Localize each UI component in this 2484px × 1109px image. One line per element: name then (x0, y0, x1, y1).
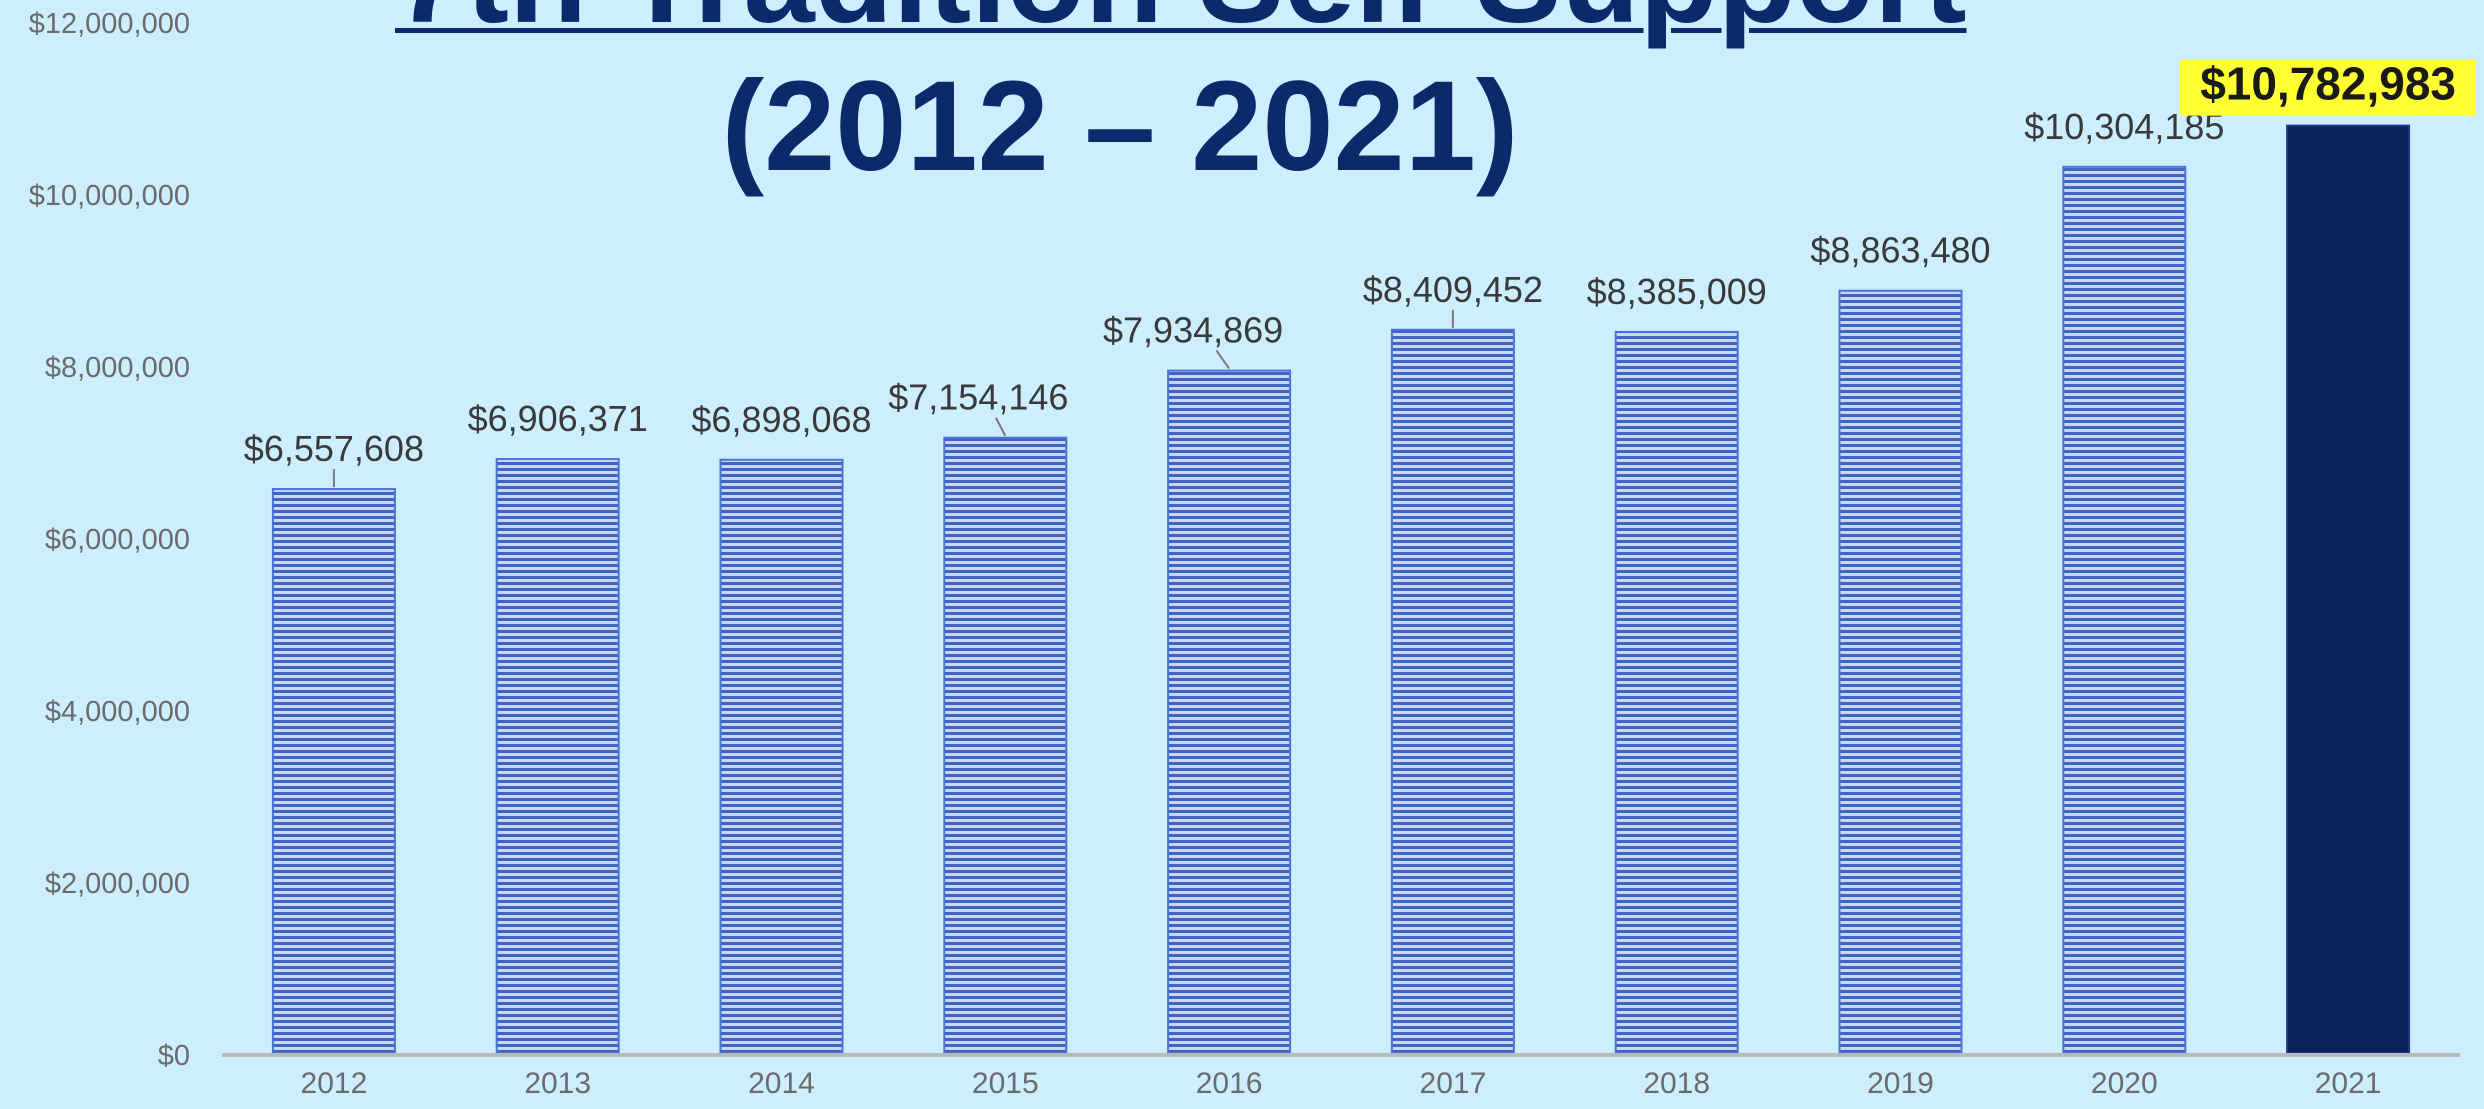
y-tick-label: $8,000,000 (45, 352, 190, 384)
y-tick-label: $12,000,000 (29, 8, 190, 40)
data-labels: $6,557,608 $6,906,371 $6,898,068 $7,154,146… (244, 58, 2477, 469)
y-tick-label: $6,000,000 (45, 524, 190, 556)
data-label: $8,409,452 (1363, 269, 1543, 310)
y-tick-label: $4,000,000 (45, 696, 190, 728)
data-label: $6,557,608 (244, 428, 424, 469)
x-tick-label: 2016 (1196, 1067, 1263, 1100)
bar-2013 (495, 458, 620, 1054)
x-tick-label: 2021 (2315, 1067, 2382, 1100)
x-tick-label: 2014 (748, 1067, 815, 1100)
x-tick-label: 2015 (972, 1067, 1039, 1100)
bar-2021 (2286, 124, 2411, 1055)
data-label: $7,934,869 (1103, 310, 1283, 351)
bar-2015 (943, 436, 1068, 1054)
bar-2016 (1167, 369, 1292, 1054)
data-label: $8,385,009 (1587, 271, 1767, 312)
y-tick-label: $10,000,000 (29, 180, 190, 212)
bar-2019 (1838, 289, 1963, 1054)
data-label: $10,782,983 (2200, 58, 2456, 110)
bar-2018 (1614, 330, 1739, 1054)
x-axis-labels: 2012 2013 2014 2015 2016 2017 2018 2019 2020 2021 (301, 1067, 2382, 1100)
y-tick-label: $2,000,000 (45, 868, 190, 900)
x-tick-label: 2017 (1420, 1067, 1487, 1100)
data-label-leader (994, 417, 1007, 437)
chart-subtitle: (2012 – 2021) (721, 55, 1519, 198)
data-label-leader (1215, 350, 1230, 370)
data-label-highlight-bg (2180, 59, 2477, 116)
bars (271, 124, 2411, 1055)
x-tick-label: 2018 (1643, 1067, 1710, 1100)
x-tick-label: 2020 (2091, 1067, 2158, 1100)
data-label-leaders (332, 309, 1454, 488)
data-label: $6,906,371 (468, 398, 648, 439)
data-label: $6,898,068 (691, 399, 871, 440)
bar-2012 (271, 488, 396, 1054)
bar-2020 (2062, 165, 2187, 1054)
x-tick-label: 2013 (524, 1067, 591, 1100)
chart-title: 7th Tradition Self-Support (395, 0, 1967, 44)
y-axis-labels: $0 $2,000,000 $4,000,000 $6,000,000 $8,000,0… (29, 8, 190, 1072)
bar-2017 (1390, 328, 1515, 1055)
x-tick-label: 2019 (1867, 1067, 1934, 1100)
bar-2014 (719, 458, 844, 1054)
data-label: $7,154,146 (888, 377, 1068, 418)
y-tick-label: $0 (158, 1040, 190, 1072)
x-tick-label: 2012 (301, 1067, 368, 1100)
data-label: $8,863,480 (1810, 230, 1990, 271)
